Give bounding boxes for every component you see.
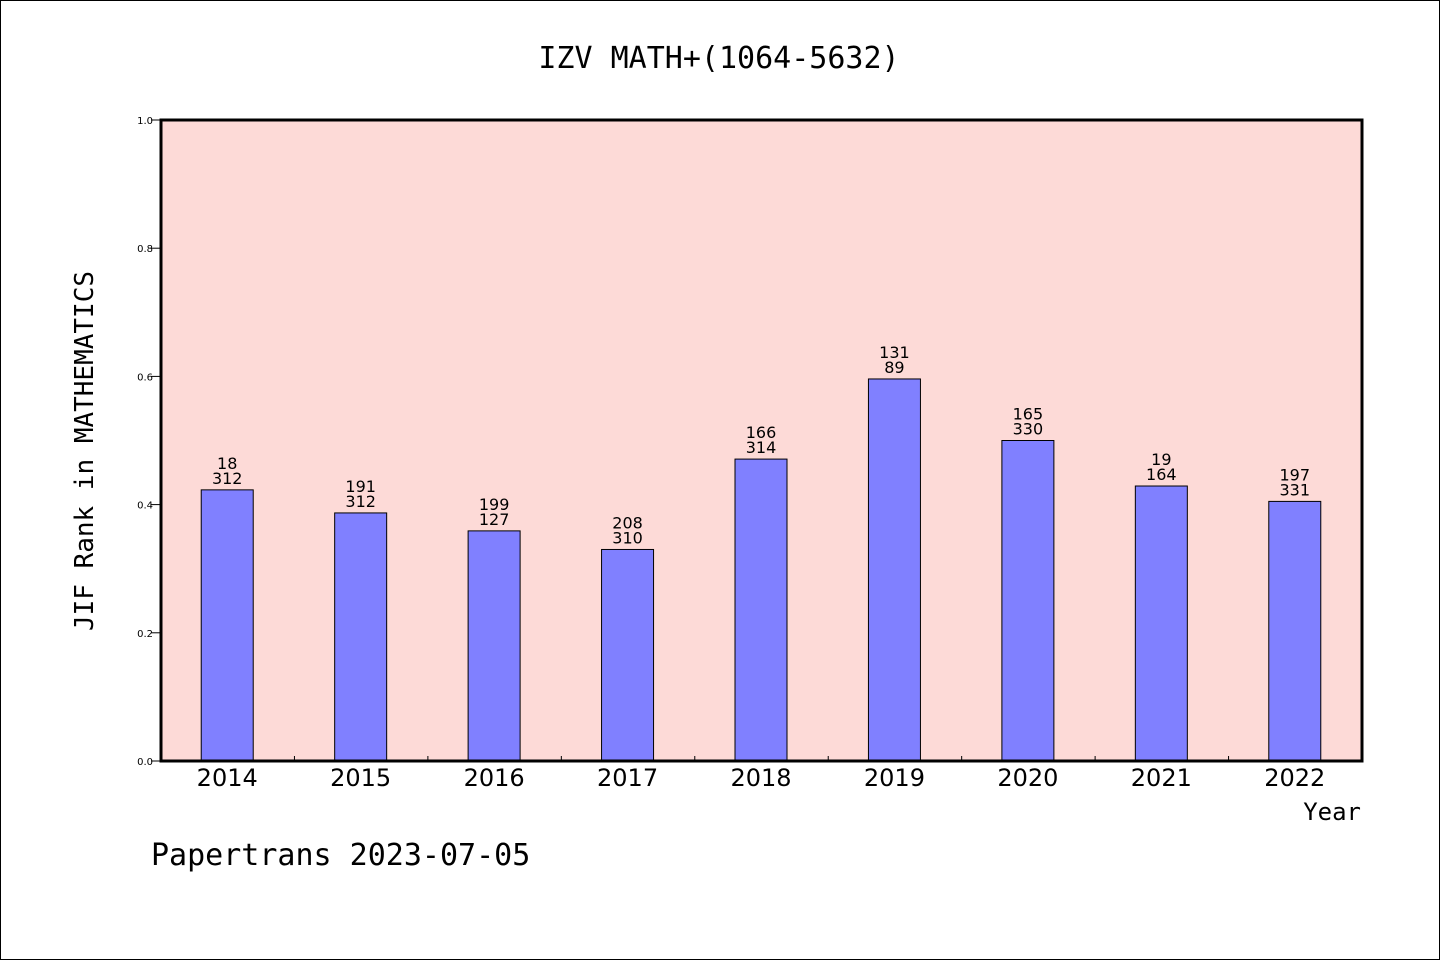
data-label-top: 191 (345, 477, 376, 496)
y-ticks: 0.0 0.2 0.4 0.6 0.8 1.0 (137, 116, 161, 768)
x-tick-label: 2020 (997, 764, 1058, 792)
data-label-bottom: 330 (1013, 420, 1044, 439)
y-tick-label: 0.0 (137, 757, 153, 768)
data-label-bottom: 331 (1280, 480, 1311, 499)
chart-title: IZV MATH+(1064-5632) (538, 41, 899, 76)
bar-2014 (200, 489, 254, 762)
bar-2021 (1134, 485, 1188, 762)
x-ticks: 2014 2015 2016 2017 2018 2019 2020 2021 2022 (197, 756, 1325, 792)
x-tick-label: 2021 (1131, 764, 1192, 792)
y-axis-label: JIF Rank in MATHEMATICS (70, 271, 100, 631)
bar-2016 (467, 530, 521, 762)
data-label-bottom: 89 (884, 358, 904, 377)
data-label-top: 199 (479, 495, 510, 514)
data-label-top: 19 (1151, 450, 1171, 469)
bar-2017 (601, 548, 655, 762)
y-tick-label: 0.2 (137, 629, 153, 640)
bar-2015 (334, 512, 388, 762)
data-label-bottom: 312 (212, 469, 243, 488)
x-tick-label: 2022 (1264, 764, 1325, 792)
data-label-top: 166 (746, 423, 777, 442)
footer-text: Papertrans 2023-07-05 (151, 838, 530, 873)
x-tick-label: 2016 (464, 764, 525, 792)
y-tick-label: 0.8 (137, 244, 153, 255)
bar-2022 (1268, 500, 1322, 762)
data-label-bottom: 127 (479, 510, 510, 529)
data-label-top: 131 (879, 343, 910, 362)
data-label-bottom: 312 (345, 492, 376, 511)
bar-2019 (867, 378, 921, 762)
x-axis-label: Year (1303, 798, 1361, 826)
data-label-top: 165 (1013, 405, 1044, 424)
x-tick-label: 2014 (197, 764, 258, 792)
x-tick-label: 2015 (330, 764, 391, 792)
data-label-bottom: 164 (1146, 465, 1177, 484)
data-label-top: 197 (1280, 465, 1311, 484)
y-tick-label: 0.4 (137, 501, 153, 512)
bar-2018 (734, 458, 788, 762)
y-tick-label: 1.0 (137, 116, 153, 127)
bars-group (200, 378, 1322, 762)
data-label-bottom: 314 (746, 438, 777, 457)
x-tick-label: 2017 (597, 764, 658, 792)
data-label-bottom: 310 (612, 528, 643, 547)
data-label-top: 18 (217, 454, 237, 473)
bar-2020 (1001, 440, 1055, 762)
plot-border (159, 118, 1364, 763)
y-tick-label: 0.6 (137, 372, 153, 383)
x-tick-label: 2018 (730, 764, 791, 792)
x-tick-label: 2019 (864, 764, 925, 792)
data-label-top: 208 (612, 513, 643, 532)
